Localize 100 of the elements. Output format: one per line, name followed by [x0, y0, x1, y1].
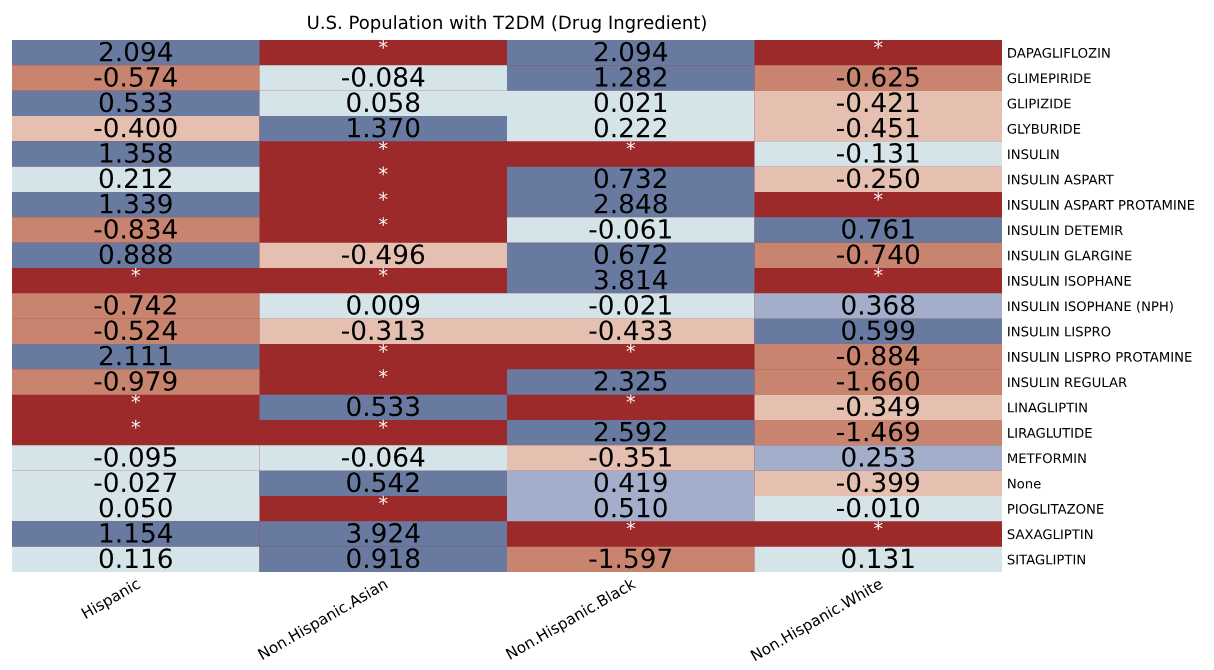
data-label: 0.368: [842, 294, 915, 315]
text: *: [378, 369, 388, 378]
data-label: -0.349: [837, 396, 919, 417]
data-label: -0.524: [94, 320, 177, 341]
data-label: -0.740: [837, 244, 920, 265]
text: *: [626, 343, 636, 353]
data-label: 2.848: [594, 193, 667, 214]
y-tick-label: GLIPIZIDE: [1007, 98, 1071, 109]
data-label: 0.253: [842, 446, 914, 467]
text: *: [378, 343, 388, 353]
data-label: -0.421: [837, 92, 919, 113]
data-label: 3.814: [594, 269, 668, 290]
text: *: [378, 419, 388, 429]
y-tick-label: GLYBURIDE: [1007, 123, 1081, 134]
text: *: [378, 166, 388, 176]
text: *: [131, 267, 141, 277]
data-label: 0.116: [99, 548, 172, 569]
text: *: [378, 141, 388, 150]
data-label: 0.222: [594, 117, 666, 138]
y-tick-label: None: [1008, 478, 1041, 489]
data-label: 2.325: [594, 370, 667, 391]
data-label: 0.533: [347, 396, 419, 417]
data-label: -0.574: [94, 66, 177, 87]
y-tick-label: INSULIN REGULAR: [1008, 377, 1127, 388]
data-label: -0.979: [94, 370, 177, 391]
data-label: -0.884: [837, 345, 920, 366]
data-label: 1.282: [595, 66, 666, 87]
data-label: 0.888: [99, 244, 172, 265]
text: *: [131, 394, 141, 404]
data-label: 0.058: [347, 92, 420, 113]
y-tick-label: INSULIN ASPART PROTAMINE: [1008, 199, 1195, 210]
data-label: 0.918: [347, 548, 420, 569]
text: *: [873, 39, 883, 49]
data-label: -0.742: [94, 294, 176, 315]
data-label: -1.469: [837, 421, 919, 442]
data-label: -0.027: [94, 472, 177, 493]
y-tick-label: METFORMIN: [1008, 453, 1086, 464]
data-label: -0.834: [94, 218, 177, 239]
y-tick-label: INSULIN ISOPHANE (NPH): [1008, 301, 1173, 313]
data-label: -0.095: [94, 446, 176, 467]
text: *: [378, 267, 388, 277]
data-label: -0.496: [342, 244, 425, 265]
data-label: 0.131: [842, 548, 914, 569]
text: *: [378, 495, 388, 505]
y-tick-label: LIRAGLUTIDE: [1008, 427, 1092, 438]
data-label: 0.761: [842, 218, 914, 239]
data-label: 0.599: [842, 320, 915, 341]
data-label: -0.400: [94, 117, 177, 138]
data-label: -0.084: [342, 66, 425, 87]
text: *: [626, 394, 636, 404]
chart-title: U.S. Population with T2DM (Drug Ingredient): [308, 15, 706, 33]
data-label: -1.660: [837, 370, 920, 391]
data-label: 1.370: [348, 117, 420, 138]
data-label: 1.358: [100, 142, 172, 163]
data-label: 0.009: [347, 294, 420, 315]
data-label: 0.542: [347, 472, 419, 493]
data-label: 2.094: [594, 41, 668, 62]
text: *: [131, 419, 141, 429]
data-label: -0.010: [837, 497, 920, 518]
data-label: -1.597: [589, 548, 672, 569]
data-label: 0.732: [594, 168, 666, 189]
data-label: -0.061: [589, 218, 671, 239]
data-label: 0.510: [594, 497, 667, 518]
text: *: [378, 39, 388, 49]
y-tick-label: GLIMEPIRIDE: [1007, 73, 1091, 84]
text: *: [873, 521, 883, 530]
data-label: -0.064: [342, 446, 425, 467]
y-tick-label: INSULIN DETEMIR: [1008, 225, 1123, 236]
data-label: 0.212: [99, 168, 171, 189]
data-label: 2.111: [99, 345, 172, 366]
data-label: -0.625: [837, 66, 919, 87]
data-label: 2.094: [99, 41, 173, 62]
text: *: [378, 191, 388, 201]
data-label: -0.021: [589, 294, 671, 315]
data-label: 0.533: [99, 92, 172, 113]
text: *: [873, 191, 883, 201]
y-tick-label: LINAGLIPTIN: [1008, 402, 1087, 413]
y-tick-label: INSULIN LISPRO PROTAMINE: [1008, 351, 1192, 362]
data-label: -0.131: [837, 142, 919, 163]
data-label: 0.050: [99, 497, 172, 518]
y-tick-label: SAXAGLIPTIN: [1007, 529, 1093, 540]
data-label: 0.672: [594, 244, 666, 265]
data-label: 0.419: [594, 472, 667, 493]
text: *: [626, 521, 636, 530]
y-tick-label: INSULIN GLARGINE: [1008, 250, 1132, 261]
data-label: 3.924: [347, 522, 420, 543]
data-label: 2.592: [594, 421, 666, 442]
y-tick-label: INSULIN ISOPHANE: [1008, 275, 1131, 286]
data-label: -0.433: [589, 320, 672, 341]
data-label: -0.399: [837, 472, 919, 493]
y-tick-label: INSULIN: [1008, 149, 1059, 160]
data-label: 0.021: [594, 92, 667, 113]
text: *: [873, 267, 883, 277]
text: *: [378, 217, 388, 226]
data-label: -0.250: [837, 168, 920, 189]
y-tick-label: INSULIN ASPART: [1008, 174, 1114, 185]
data-label: -0.313: [342, 320, 424, 341]
y-tick-label: INSULIN LISPRO: [1008, 326, 1111, 337]
y-tick-label: PIOGLITAZONE: [1008, 503, 1104, 514]
y-tick-label: SITAGLIPTIN: [1007, 554, 1085, 565]
